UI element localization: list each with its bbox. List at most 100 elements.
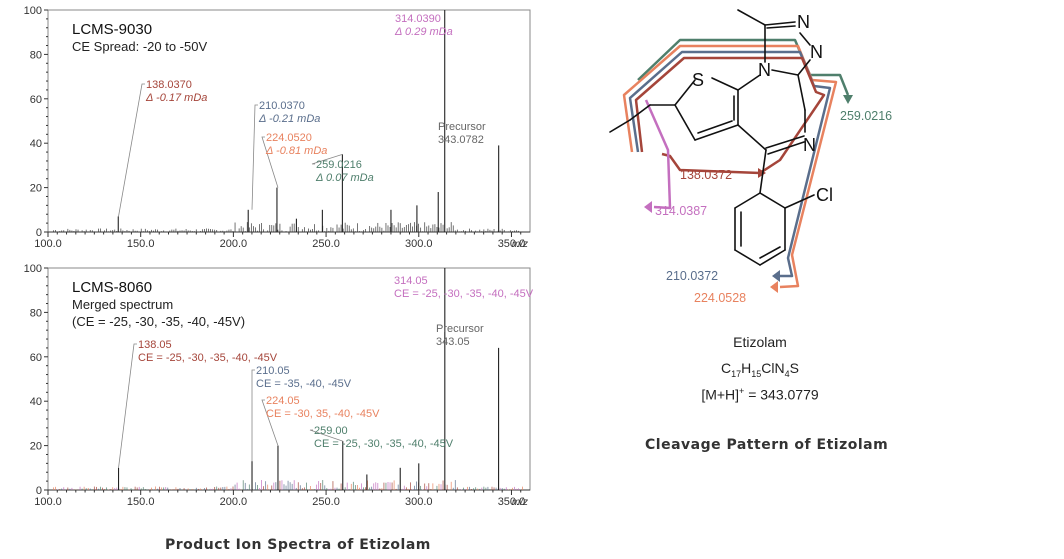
atom-s: S	[692, 70, 704, 90]
molecule-bonds	[609, 9, 815, 266]
fragment-314-path	[644, 99, 672, 210]
panel-subtitle: CE Spread: -20 to -50V	[72, 39, 207, 54]
annotation-detail: 343.0782	[438, 134, 484, 146]
fragment-labels: 259.0216 138.0372 314.0387 210.0372 224.…	[655, 109, 892, 305]
annotation-mz: 224.0520	[266, 132, 312, 144]
caption-spectra: Product Ion Spectra of Etizolam	[165, 537, 431, 553]
x-tick-label: 150.0	[127, 496, 155, 508]
annotation-mz: 210.05	[256, 365, 290, 377]
mh-charge: +	[739, 386, 745, 396]
panel-subtitle-2: (CE = -25, -30, -35, -40, -45V)	[72, 314, 245, 329]
x-tick-label: 100.0	[34, 238, 62, 250]
annotation-leader	[309, 429, 343, 442]
annotation-detail: 343.05	[436, 336, 470, 348]
y-tick-label: 100	[24, 263, 42, 275]
panel-title: LCMS-9030	[72, 21, 152, 38]
atom-n3: N	[758, 60, 771, 80]
fragment-label-259: 259.0216	[840, 109, 892, 123]
atom-n1: N	[797, 12, 810, 32]
atom-labels: N N N S N Cl	[692, 12, 833, 205]
annotation-mz: 314.0390	[395, 13, 441, 25]
y-tick-label: 0	[36, 485, 42, 497]
y-tick-label: 80	[30, 49, 42, 61]
annotation-mz: 210.0370	[259, 100, 305, 112]
y-tick-label: 100	[24, 5, 42, 17]
arrowhead	[772, 270, 780, 282]
annotation-detail: Δ -0.17 mDa	[145, 92, 207, 104]
annotation-detail: CE = -25, -30, -35, -40, -45V	[394, 288, 534, 300]
y-tick-label: 20	[30, 441, 42, 453]
spectrum-panel-1: 0 20 40 60 80 100 100.0 150.0 200.0 250.0 300.0 350…	[24, 5, 531, 250]
x-tick-label: 250.0	[312, 496, 340, 508]
fragment-label-138: 138.0372	[680, 168, 732, 182]
arrowhead	[770, 281, 778, 293]
atom-n4: N	[803, 135, 816, 155]
formula-part: 17	[731, 368, 742, 379]
annotation-detail: Δ -0.21 mDa	[258, 113, 320, 125]
x-tick-label: 250.0	[312, 238, 340, 250]
compound-name: Etizolam	[733, 334, 787, 350]
annotation-mz: 138.05	[138, 339, 172, 351]
y-tick-label: 0	[36, 227, 42, 239]
formula-part: H	[741, 360, 752, 376]
annotation-detail: Δ 0.29 mDa	[394, 26, 453, 38]
annotation-detail: CE = -35, -40, -45V	[256, 378, 352, 390]
annotation-leader	[251, 369, 255, 462]
fragment-label-224: 224.0528	[694, 291, 746, 305]
annotation-leader	[118, 343, 137, 468]
annotation-mz: Precursor	[436, 323, 484, 335]
annotation-leader	[261, 136, 279, 188]
formula-part: 15	[751, 368, 762, 379]
annotation-leader	[118, 83, 145, 217]
formula-part: 4	[784, 368, 790, 379]
y-tick-label: 40	[30, 396, 42, 408]
x-tick-label: 200.0	[220, 496, 248, 508]
mh-prefix: [M+H]	[701, 386, 740, 403]
annotation-mz: Precursor	[438, 121, 486, 133]
y-tick-label: 20	[30, 183, 42, 195]
annotation-mz: 138.0370	[146, 79, 192, 91]
annotation-mz: 314.05	[394, 275, 428, 287]
annotation-mz: 259.00	[314, 425, 348, 437]
x-axis-label: m/z	[512, 239, 528, 250]
annotation-mz: 259.0216	[316, 159, 362, 171]
y-tick-label: 60	[30, 352, 42, 364]
fragment-paths	[622, 38, 850, 289]
formula-part: S	[789, 360, 799, 376]
etizolam-structure: N N N S N Cl 259.0216 138.0372 314.0387 …	[609, 9, 892, 305]
panel-subtitle: Merged spectrum	[72, 297, 173, 312]
caption-cleavage: Cleavage Pattern of Etizolam	[645, 437, 889, 453]
y-tick-label: 40	[30, 138, 42, 150]
annotation-detail: CE = -25, -30, -35, -40, -45V	[138, 352, 278, 364]
x-tick-label: 300.0	[405, 496, 433, 508]
x-tick-label: 300.0	[405, 238, 433, 250]
y-tick-label: 60	[30, 94, 42, 106]
x-tick-label: 200.0	[220, 238, 248, 250]
x-tick-label: 350.0	[498, 238, 526, 250]
annotation-detail: CE = -30, 35, -40, -45V	[266, 408, 380, 420]
annotation-leader	[311, 153, 343, 165]
atom-cl: Cl	[816, 185, 833, 205]
annotation-mz: 224.05	[266, 395, 300, 407]
annotation-detail: Δ 0.07 mDa	[315, 172, 374, 184]
annotation-leader	[251, 104, 258, 210]
compound-formula: C17H15ClN4S	[640, 360, 880, 379]
fragment-138-path	[634, 56, 826, 175]
x-tick-label: 150.0	[127, 238, 155, 250]
mh-value: = 343.0779	[744, 386, 819, 403]
spectra-figure: 0 20 40 60 80 100 100.0 150.0 200.0 250.0 300.0 350…	[24, 5, 534, 508]
panel-title: LCMS-8060	[72, 279, 152, 296]
atom-n2: N	[810, 42, 823, 62]
annotation-leader	[261, 399, 279, 446]
annotation-detail: Δ -0.81 mDa	[265, 145, 327, 157]
y-tick-label: 80	[30, 307, 42, 319]
x-axis-label: m/z	[512, 497, 528, 508]
fragment-label-314: 314.0387	[655, 204, 707, 218]
formula-part: C	[721, 360, 732, 376]
x-tick-label: 100.0	[34, 496, 62, 508]
spectrum-panel-2: 0 20 40 60 80 100 100.0 150.0 200.0 250.0 300.0 350…	[24, 263, 534, 508]
fragment-label-210: 210.0372	[666, 269, 718, 283]
x-tick-label: 350.0	[498, 496, 526, 508]
annotation-detail: CE = -25, -30, -35, -40, -45V	[314, 438, 454, 450]
compound-mh: [M+H]+ = 343.0779	[640, 386, 880, 403]
